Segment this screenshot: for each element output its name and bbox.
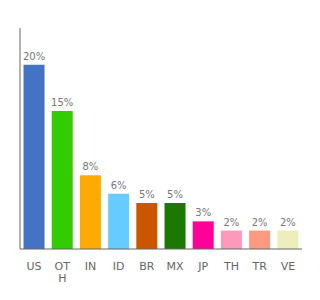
svg-text:2%: 2% xyxy=(280,217,296,228)
svg-text:MX: MX xyxy=(167,260,184,273)
svg-text:TH: TH xyxy=(223,260,239,273)
svg-text:IN: IN xyxy=(85,260,96,273)
svg-text:6%: 6% xyxy=(111,180,127,191)
svg-text:8%: 8% xyxy=(82,161,98,172)
svg-text:2%: 2% xyxy=(223,217,239,228)
svg-text:15%: 15% xyxy=(51,97,73,108)
svg-text:VE: VE xyxy=(281,260,296,273)
svg-text:2%: 2% xyxy=(252,217,268,228)
svg-text:5%: 5% xyxy=(167,189,183,200)
svg-text:JP: JP xyxy=(197,260,208,273)
svg-text:US: US xyxy=(27,260,42,273)
svg-text:20%: 20% xyxy=(23,51,45,62)
svg-text:TR: TR xyxy=(252,260,268,273)
svg-text:5%: 5% xyxy=(139,189,155,200)
svg-text:OTH: OTH xyxy=(55,260,71,286)
svg-text:3%: 3% xyxy=(195,207,211,218)
svg-text:ID: ID xyxy=(113,260,125,273)
svg-text:BR: BR xyxy=(139,260,155,273)
